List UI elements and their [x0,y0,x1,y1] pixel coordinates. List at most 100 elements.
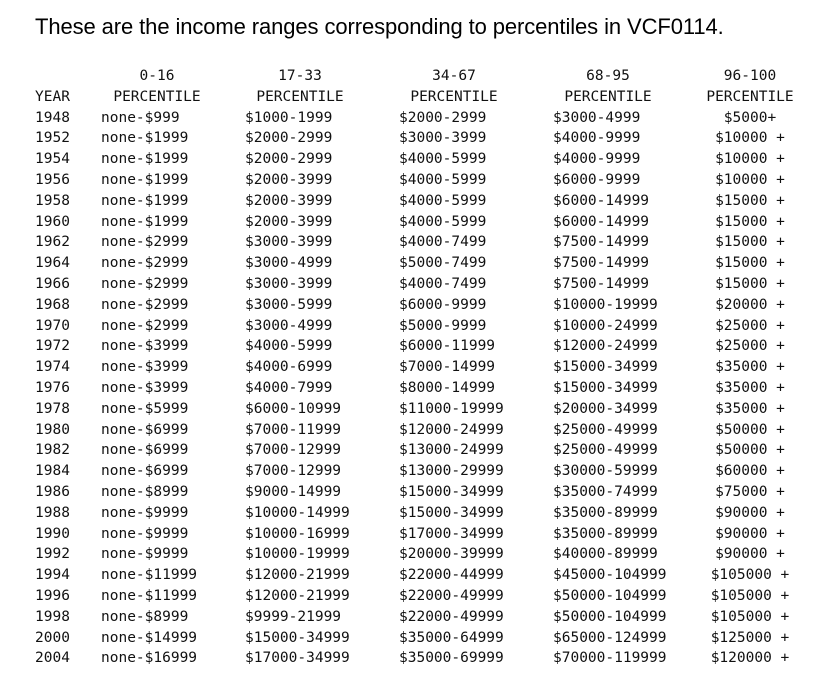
table-row-cell-5: $50000 + [715,421,785,438]
table-row-cell-5: $90000 + [715,525,785,542]
table-row-cell-0: 1962 [35,234,70,251]
table-row-cell-5: $15000 + [715,192,785,209]
table-row-cell-0: 1994 [35,567,70,584]
table-row-cell-1: none-$999 [101,109,180,126]
table-row-cell-1: none-$1999 [101,130,189,147]
table-row-cell-4: $35000-89999 [553,525,658,542]
table-row-cell-2: $10000-14999 [245,504,350,521]
table-row-cell-3: $15000-34999 [399,504,504,521]
table-row-cell-4: $10000-24999 [553,317,658,334]
table-row-cell-5: $10000 + [715,171,785,188]
table-row-cell-2: $4000-6999 [245,359,333,376]
table-row-cell-0: 1984 [35,463,70,480]
table-row-cell-2: $2000-2999 [245,130,333,147]
table-row-cell-0: 1974 [35,359,70,376]
table-row-cell-2: $10000-19999 [245,546,350,563]
table-row-cell-2: $3000-4999 [245,317,333,334]
table-row-cell-2: $7000-12999 [245,463,342,480]
table-row-cell-4: $4000-9999 [553,151,641,168]
table-row-cell-1: none-$1999 [101,151,189,168]
table-row-cell-3: $22000-49999 [399,587,504,604]
table-row-cell-4: $20000-34999 [553,400,658,417]
table-row-cell-0: 1996 [35,587,70,604]
table-row-cell-2: $17000-34999 [245,650,350,667]
table-row-cell-3: $4000-5999 [399,213,487,230]
table-row-cell-4: $40000-89999 [553,546,658,563]
table-row-cell-3: $4000-5999 [399,192,487,209]
table-row-cell-2: $6000-10999 [245,400,342,417]
table-row-cell-5: $20000 + [715,296,785,313]
table-row-cell-4: $6000-14999 [553,213,650,230]
table-row-cell-1: none-$2999 [101,317,189,334]
table-row-cell-1: none-$2999 [101,255,189,272]
table-row-cell-0: 1964 [35,255,70,272]
table-row-cell-1: none-$6999 [101,463,189,480]
table-row-cell-0: 1968 [35,296,70,313]
table-row-cell-5: $35000 + [715,359,785,376]
table-row-cell-3: $5000-7499 [399,255,487,272]
table-row-cell-4: $45000-104999 [553,567,667,584]
table-row-cell-4: $35000-74999 [553,483,658,500]
table-row-cell-0: 1954 [35,151,70,168]
table-row-cell-1: none-$8999 [101,483,189,500]
table-row-cell-3: $6000-9999 [399,296,487,313]
table-row-cell-2: $9999-21999 [245,608,342,625]
table-row-cell-0: 1988 [35,504,70,521]
table-row-cell-4: $10000-19999 [553,296,658,313]
table-header-range-row-cell-3: 34-67 [432,68,476,84]
table-row-cell-0: 1986 [35,483,70,500]
table-row-cell-2: $2000-3999 [245,171,333,188]
table-row-cell-0: 1952 [35,130,70,147]
table-row-cell-4: $25000-49999 [553,421,658,438]
table-row-cell-1: none-$16999 [101,650,198,667]
table-row-cell-1: none-$3999 [101,379,189,396]
table-row-cell-4: $4000-9999 [553,130,641,147]
table-row-cell-4: $15000-34999 [553,359,658,376]
table-row-cell-0: 1966 [35,275,70,292]
table-row-cell-5: $105000 + [710,587,790,604]
table-row-cell-2: $2000-3999 [245,213,333,230]
table-row-cell-5: $25000 + [715,338,785,355]
table-header-range-row-cell-5: 96-100 [723,68,777,84]
table-header-label-row-cell-5: PERCENTILE [706,88,794,105]
table-row-cell-4: $50000-104999 [553,587,667,604]
table-row-cell-5: $105000 + [710,608,790,625]
table-header-range-row-cell-1: 0-16 [139,68,175,84]
table-row-cell-5: $15000 + [715,255,785,272]
table-row-cell-4: $7500-14999 [553,255,650,272]
table-row-cell-5: $5000+ [723,109,777,126]
table-row-cell-5: $35000 + [715,379,785,396]
table-row-cell-2: $12000-21999 [245,567,350,584]
table-row-cell-3: $6000-11999 [399,338,496,355]
table-row-cell-3: $4000-7499 [399,275,487,292]
table-header-label-row-cell-0: YEAR [35,88,70,105]
table-row-cell-4: $50000-104999 [553,608,667,625]
table-row-cell-4: $70000-119999 [553,650,667,667]
table-row-cell-0: 1998 [35,608,70,625]
table-row-cell-1: none-$14999 [101,629,198,646]
table-row-cell-2: $2000-3999 [245,192,333,209]
table-row-cell-1: none-$2999 [101,275,189,292]
table-row-cell-4: $30000-59999 [553,463,658,480]
table-row-cell-4: $12000-24999 [553,338,658,355]
table-row-cell-3: $12000-24999 [399,421,504,438]
table-row-cell-1: none-$9999 [101,525,189,542]
table-header-label-row-cell-4: PERCENTILE [564,88,652,105]
table-row-cell-5: $15000 + [715,234,785,251]
table-row-cell-3: $17000-34999 [399,525,504,542]
table-header-label-row-cell-1: PERCENTILE [113,88,201,105]
table-row-cell-0: 1948 [35,109,70,126]
table-row-cell-1: none-$6999 [101,442,189,459]
table-row-cell-1: none-$11999 [101,567,198,584]
table-header-label-row-cell-3: PERCENTILE [410,88,498,105]
table-row-cell-1: none-$2999 [101,296,189,313]
table-row-cell-2: $1000-1999 [245,109,333,126]
table-row-cell-3: $15000-34999 [399,483,504,500]
table-row-cell-4: $7500-14999 [553,275,650,292]
table-row-cell-5: $75000 + [715,483,785,500]
table-header-range-row-cell-4: 68-95 [586,68,630,84]
table-row-cell-2: $7000-12999 [245,442,342,459]
table-row-cell-2: $3000-4999 [245,255,333,272]
table-row-cell-4: $35000-89999 [553,504,658,521]
table-row-cell-0: 1970 [35,317,70,334]
